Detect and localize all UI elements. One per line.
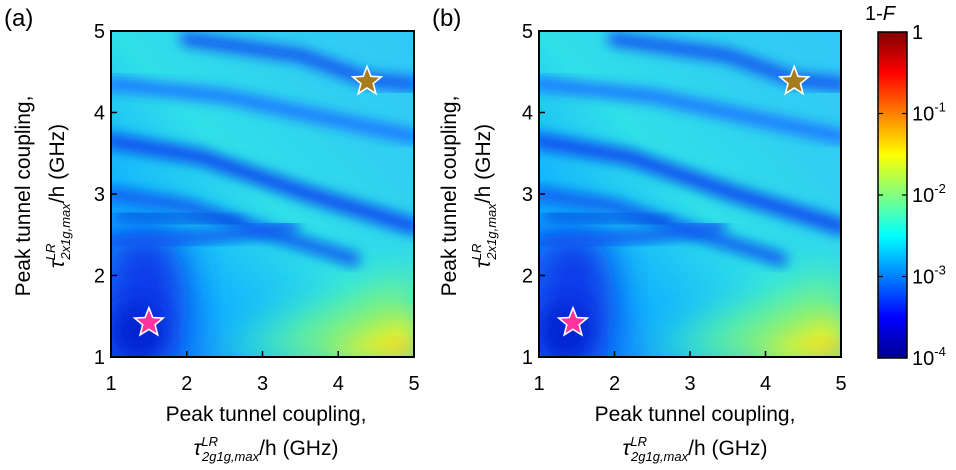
y-tick-label: 3 [522,184,533,206]
x-tick-label: 3 [257,373,268,395]
x-axis-label-line2-a: τLR 2g1g,max/h (GHz) [194,434,339,464]
y-tick-label: 4 [522,103,533,125]
x-tick-labels-b: 1 2 3 4 5 [533,373,846,395]
y-axis-label-a: Peak tunnel coupling, τLR2x1g,max/h (GHz… [12,96,73,297]
colorbar-tick-label: 10-3 [912,263,946,289]
x-tick-label: 5 [408,373,419,395]
x-tick-label: 1 [105,373,116,395]
y-tick-label: 2 [522,266,533,288]
x-tick-label: 4 [760,373,771,395]
y-axis-label-line2-a: τLR2x1g,max/h (GHz) [43,124,73,268]
colorbar-title: 1-F [865,3,897,25]
y-tick-labels-b: 1 2 3 4 5 [522,21,533,369]
y-tick-labels-a: 1 2 3 4 5 [94,21,105,369]
y-axis-label-line1-b: Peak tunnel coupling, [438,96,461,297]
x-tick-label: 1 [533,373,544,395]
colorbar: 1-F 1 10-1 10-2 10-3 10-4 [865,3,946,370]
heatmap-a [103,31,414,373]
x-tick-label: 4 [333,373,344,395]
y-tick-label: 5 [94,21,105,43]
y-axis-label-line1-a: Peak tunnel coupling, [12,96,35,297]
panel-a: (a) 1 2 3 4 5 1 2 3 4 5 Peak tunnel coup… [4,5,420,464]
x-tick-label: 2 [181,373,192,395]
y-tick-label: 2 [94,266,105,288]
panel-b: (b) 1 2 3 4 5 1 2 3 4 5 Peak tunnel coup… [432,5,847,464]
heatmap-b [531,31,841,373]
y-tick-label: 1 [522,347,533,369]
colorbar-tick-label: 10-1 [912,100,946,126]
colorbar-tick-labels: 1 10-1 10-2 10-3 10-4 [912,22,946,370]
y-axis-label-b: Peak tunnel coupling, τLR2x1g,max/h (GHz… [438,96,499,297]
panel-label-b: (b) [432,5,461,32]
colorbar-tick-label: 10-4 [912,344,946,370]
x-axis-label-line1-a: Peak tunnel coupling, [166,403,367,426]
x-tick-label: 2 [609,373,620,395]
x-axis-label-line2-b: τLR 2g1g,max/h (GHz) [623,434,768,464]
y-tick-label: 3 [94,184,105,206]
x-tick-label: 3 [684,373,695,395]
panel-label-a: (a) [4,5,33,32]
x-tick-labels-a: 1 2 3 4 5 [105,373,419,395]
x-tick-label: 5 [835,373,846,395]
x-axis-label-line1-b: Peak tunnel coupling, [595,403,796,426]
y-axis-label-line2-b: τLR2x1g,max/h (GHz) [469,124,499,268]
colorbar-tick-label: 10-2 [912,181,946,207]
y-tick-label: 5 [522,21,533,43]
colorbar-tick-label: 1 [912,22,923,44]
y-tick-label: 4 [94,103,105,125]
y-tick-label: 1 [94,347,105,369]
